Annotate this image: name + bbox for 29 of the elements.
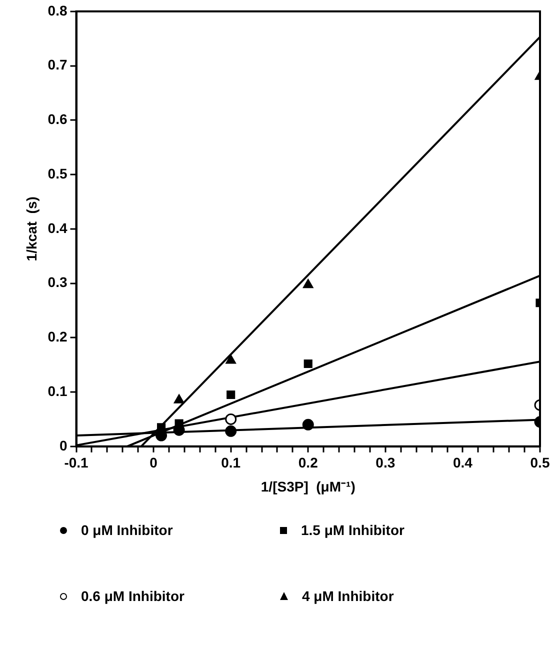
point (303, 279, 314, 288)
point (302, 418, 314, 430)
point (225, 425, 237, 437)
legend-label: 4 μM Inhibitor (302, 588, 394, 604)
y-tick-label: 0.3 (48, 274, 68, 290)
y-tick-label: 0.2 (48, 328, 68, 345)
y-tick-label: 0.4 (48, 220, 68, 236)
y-axis-title: 1/kcat (s) (23, 196, 40, 262)
y-tick-label: 0.7 (48, 56, 68, 73)
x-tick-label: 0.3 (376, 454, 396, 471)
point (226, 354, 236, 364)
point (304, 359, 312, 368)
y-tick-label: 0 (59, 437, 68, 454)
y-tick-label: 0.6 (48, 111, 68, 128)
legend-label: 0 μM Inhibitor (81, 522, 173, 538)
x-tick-label: 0.1 (221, 454, 241, 471)
point (226, 390, 236, 400)
x-tick-label: -0.1 (64, 454, 89, 471)
x-tick-label: 0.4 (452, 454, 473, 471)
x-tick-label: 0.5 (530, 454, 550, 471)
y-tick-label: 0.8 (48, 2, 68, 18)
x-axis-title: 1/[S3P] (μM⁻¹) (260, 478, 356, 494)
legend-label: 0.6 μM Inhibitor (81, 588, 184, 604)
y-tick-label: 0.1 (48, 382, 68, 399)
point (174, 394, 184, 404)
y-tick-label: 0.5 (48, 165, 68, 182)
legend-label: 1.5 μM Inhibitor (301, 522, 404, 538)
x-tick-label: 0.2 (298, 454, 318, 471)
x-tick-label: 0 (150, 454, 158, 471)
